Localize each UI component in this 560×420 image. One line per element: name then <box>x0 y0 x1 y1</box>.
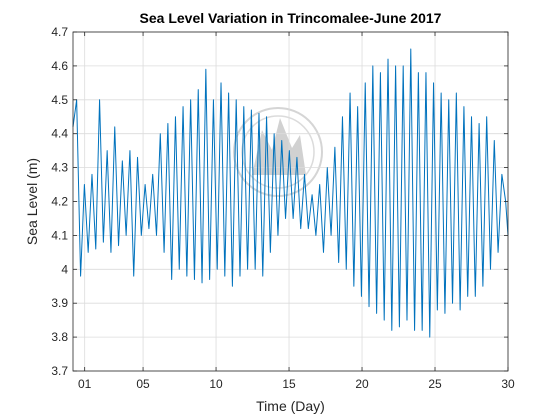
y-tick-label: 4.5 <box>51 93 68 107</box>
y-tick-label: 4.1 <box>51 228 68 242</box>
x-tick-label: 15 <box>282 377 296 391</box>
y-tick-label: 4.2 <box>51 195 68 209</box>
y-tick-label: 4.7 <box>51 25 68 39</box>
x-tick-label: 20 <box>355 377 369 391</box>
x-tick-label: 05 <box>136 377 150 391</box>
y-axis-title: Sea Level (m) <box>24 158 40 245</box>
y-tick-label: 3.7 <box>51 364 68 378</box>
y-tick-label: 4.6 <box>51 59 68 73</box>
y-tick-label: 3.9 <box>51 296 68 310</box>
chart-title: Sea Level Variation in Trincomalee-June … <box>140 10 442 26</box>
y-tick-label: 4.4 <box>51 127 68 141</box>
x-tick-label: 25 <box>428 377 442 391</box>
x-tick-label: 30 <box>501 377 515 391</box>
seal-outer-ring <box>233 107 323 197</box>
series-group <box>72 48 509 338</box>
y-tick-label: 4 <box>61 262 68 276</box>
series-line <box>72 48 509 338</box>
x-axis-title: Time (Day) <box>256 398 325 414</box>
seal-inner-ring <box>241 115 315 189</box>
x-tick-label: 10 <box>209 377 223 391</box>
x-tick-label: 01 <box>78 377 92 391</box>
y-tick-label: 3.8 <box>51 330 68 344</box>
y-tick-label: 4.3 <box>51 161 68 175</box>
axis-ticks: 01 05 10 15 20 25 30 3.7 3.8 3.9 4 4.1 4.2 4.3 4.4 4.5 4… <box>51 25 515 391</box>
